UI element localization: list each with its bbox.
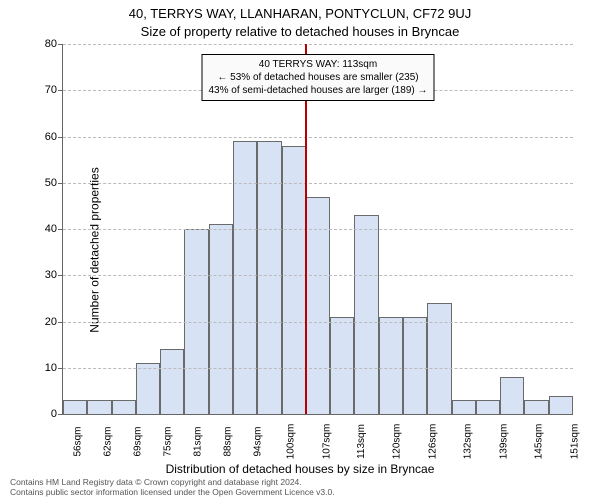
annotation-line2: ← 53% of detached houses are smaller (23… xyxy=(208,71,427,84)
chart-title-main: 40, TERRYS WAY, LLANHARAN, PONTYCLUN, CF… xyxy=(0,6,600,21)
ytick-mark xyxy=(58,414,63,415)
xtick-label: 100sqm xyxy=(285,424,296,460)
xtick-label: 139sqm xyxy=(498,424,509,460)
gridline xyxy=(63,137,573,138)
footer-line2: Contains public sector information licen… xyxy=(10,487,335,498)
xtick-label: 113sqm xyxy=(356,424,367,459)
x-axis-title: Distribution of detached houses by size … xyxy=(0,462,600,476)
ytick-mark xyxy=(58,368,63,369)
ytick-label: 40 xyxy=(45,223,57,235)
annotation-line3: 43% of semi-detached houses are larger (… xyxy=(208,84,427,97)
ytick-mark xyxy=(58,90,63,91)
xtick-label: 69sqm xyxy=(133,426,144,456)
bar xyxy=(209,224,233,414)
annotation-line1: 40 TERRYS WAY: 113sqm xyxy=(208,58,427,71)
gridline xyxy=(63,322,573,323)
ytick-mark xyxy=(58,275,63,276)
gridline xyxy=(63,183,573,184)
bar xyxy=(63,400,87,414)
xtick-label: 88sqm xyxy=(223,426,234,456)
bar xyxy=(427,303,451,414)
xtick-label: 120sqm xyxy=(391,424,402,460)
bar xyxy=(549,396,573,415)
bar xyxy=(330,317,354,414)
ytick-mark xyxy=(58,229,63,230)
ytick-mark xyxy=(58,44,63,45)
gridline xyxy=(63,229,573,230)
bar xyxy=(282,146,306,414)
bar xyxy=(452,400,476,414)
bar xyxy=(160,349,184,414)
bar xyxy=(136,363,160,414)
gridline xyxy=(63,44,573,45)
plot-area: 56sqm62sqm69sqm75sqm81sqm88sqm94sqm100sq… xyxy=(62,44,573,415)
chart-title-sub: Size of property relative to detached ho… xyxy=(0,24,600,39)
gridline xyxy=(63,368,573,369)
ytick-mark xyxy=(58,183,63,184)
chart-container: 40, TERRYS WAY, LLANHARAN, PONTYCLUN, CF… xyxy=(0,0,600,500)
ytick-label: 10 xyxy=(45,362,57,374)
xtick-label: 75sqm xyxy=(163,426,174,456)
xtick-label: 107sqm xyxy=(321,424,332,460)
ytick-label: 0 xyxy=(51,408,57,420)
ytick-label: 50 xyxy=(45,177,57,189)
xtick-label: 145sqm xyxy=(534,424,545,460)
ytick-label: 70 xyxy=(45,84,57,96)
xtick-label: 62sqm xyxy=(103,426,114,456)
xtick-label: 81sqm xyxy=(193,426,204,456)
bar xyxy=(112,400,136,414)
bar xyxy=(524,400,548,414)
bar xyxy=(500,377,524,414)
footer-line1: Contains HM Land Registry data © Crown c… xyxy=(10,477,335,488)
annotation-box: 40 TERRYS WAY: 113sqm← 53% of detached h… xyxy=(201,54,434,101)
xtick-label: 132sqm xyxy=(463,424,474,460)
xtick-label: 94sqm xyxy=(253,426,264,456)
bar xyxy=(476,400,500,414)
ytick-label: 80 xyxy=(45,38,57,50)
xtick-label: 56sqm xyxy=(73,426,84,456)
gridline xyxy=(63,275,573,276)
ytick-label: 20 xyxy=(45,316,57,328)
ytick-mark xyxy=(58,137,63,138)
bar xyxy=(403,317,427,414)
ytick-mark xyxy=(58,322,63,323)
bar xyxy=(379,317,403,414)
ytick-label: 30 xyxy=(45,269,57,281)
bar xyxy=(354,215,378,414)
xtick-labels: 56sqm62sqm69sqm75sqm81sqm88sqm94sqm100sq… xyxy=(63,414,573,425)
xtick-label: 126sqm xyxy=(427,424,438,460)
xtick-label: 151sqm xyxy=(569,424,580,460)
footer-attribution: Contains HM Land Registry data © Crown c… xyxy=(10,477,335,498)
ytick-label: 60 xyxy=(45,131,57,143)
bar xyxy=(87,400,111,414)
